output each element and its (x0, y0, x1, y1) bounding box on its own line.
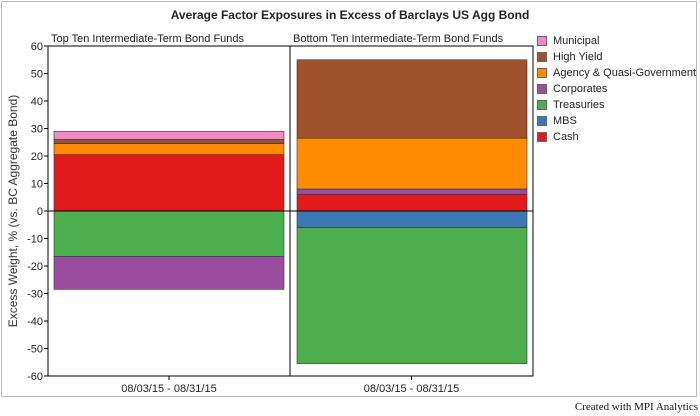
legend-swatch (537, 100, 547, 110)
legend-label: Municipal (553, 35, 600, 47)
chart-title: Average Factor Exposures in Excess of Ba… (170, 8, 530, 22)
bar-segment (53, 256, 285, 290)
y-tick-label: -20 (27, 261, 43, 273)
legend-swatch (537, 68, 547, 78)
legend-item: Cash (537, 129, 696, 145)
y-tick-label: -50 (27, 344, 43, 356)
legend-label: Cash (553, 131, 579, 143)
y-tick-label: 20 (31, 151, 43, 163)
legend-swatch (537, 52, 547, 62)
bar-segment (296, 188, 528, 195)
legend-item: Treasuries (537, 97, 696, 113)
chart-legend: Municipal High Yield Agency & Quasi-Govern… (537, 33, 696, 145)
x-category-label: 08/03/15 - 08/31/15 (364, 383, 459, 395)
y-tick-label: -60 (27, 371, 43, 383)
y-tick-label: 50 (31, 69, 43, 81)
bar-segment (296, 194, 528, 212)
legend-label: Treasuries (553, 99, 605, 111)
bar-segment (53, 210, 285, 257)
bar-segment (53, 139, 285, 144)
y-tick-label: 10 (31, 179, 43, 191)
legend-swatch (537, 132, 547, 142)
y-tick-label: 30 (31, 124, 43, 136)
legend-label: Corporates (553, 83, 608, 95)
y-tick-label: 40 (31, 96, 43, 108)
y-tick-label: -40 (27, 316, 43, 328)
y-tick-label: -10 (27, 234, 43, 246)
panel-label: Bottom Ten Intermediate-Term Bond Funds (293, 33, 504, 45)
chart-frame (1, 1, 697, 397)
legend-item: High Yield (537, 49, 696, 65)
legend-item: Corporates (537, 81, 696, 97)
bar-segment (53, 130, 285, 140)
y-tick-label: -30 (27, 289, 43, 301)
bar-segment (296, 210, 528, 228)
y-tick-label: 0 (37, 206, 43, 218)
panel-label: Top Ten Intermediate-Term Bond Funds (51, 33, 245, 45)
bar-segment (296, 137, 528, 190)
legend-item: MBS (537, 113, 696, 129)
y-tick-label: 60 (31, 41, 43, 53)
legend-label: Agency & Quasi-Government (553, 67, 697, 79)
legend-swatch (537, 116, 547, 126)
credit-text: Created with MPI Analytics (574, 401, 698, 413)
y-axis-label: Excess Weight, % (vs. BC Aggregate Bond) (6, 95, 20, 328)
legend-item: Municipal (537, 33, 696, 49)
x-category-label: 08/03/15 - 08/31/15 (121, 383, 216, 395)
legend-swatch (537, 84, 547, 94)
bar-segment (53, 143, 285, 155)
bar-segment (53, 154, 285, 212)
legend-item: Agency & Quasi-Government (537, 65, 696, 81)
bar-segment (296, 227, 528, 364)
legend-swatch (537, 36, 547, 46)
legend-label: High Yield (553, 51, 603, 63)
bar-segment (296, 59, 528, 139)
legend-label: MBS (553, 115, 577, 127)
